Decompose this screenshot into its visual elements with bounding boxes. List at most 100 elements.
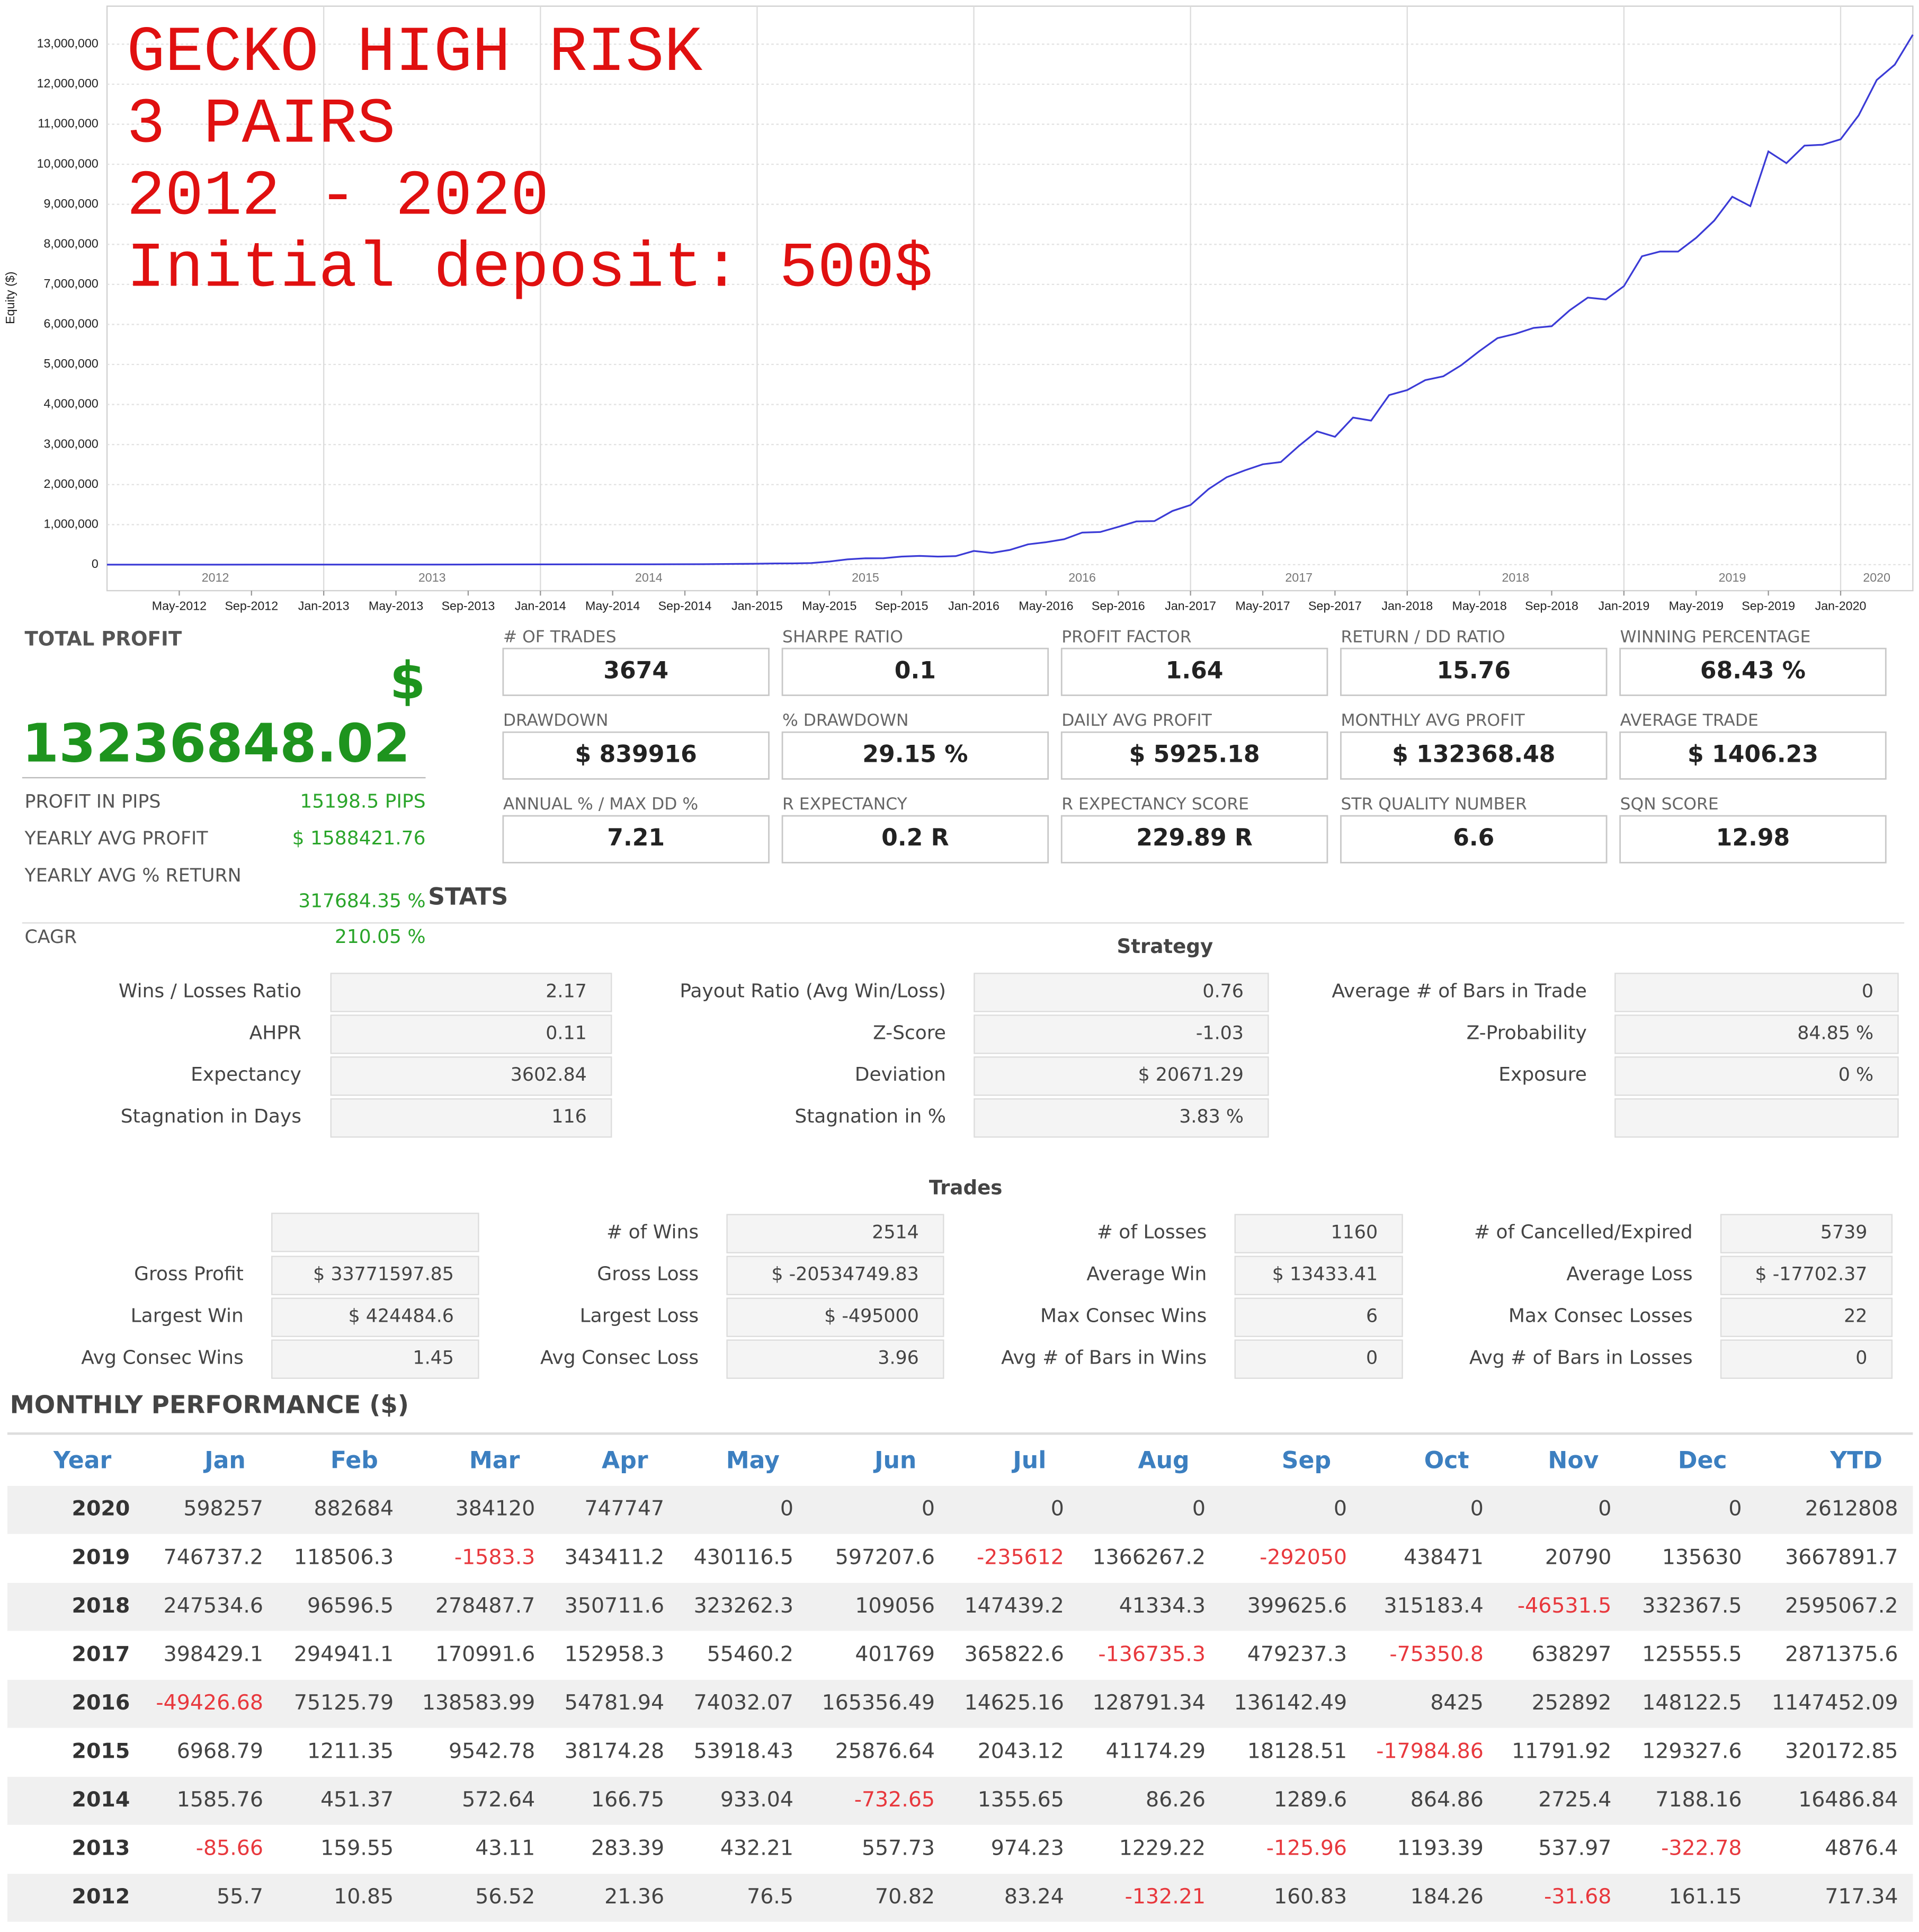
month-cell: 41174.29 [1106, 1739, 1206, 1763]
month-cell: -46531.5 [1518, 1593, 1611, 1618]
year-cell: 2019 [72, 1545, 130, 1569]
x-tick-label: May-2019 [1669, 599, 1724, 612]
metric-label: % DRAWDOWN [782, 711, 908, 730]
x-tick-label: Sep-2017 [1308, 599, 1362, 612]
metric-box [502, 731, 770, 780]
summary-value: $ 1588421.76 [292, 827, 426, 849]
trade-box [726, 1256, 944, 1295]
month-cell: 2595067.2 [1785, 1593, 1898, 1618]
x-tick-label: Jan-2016 [948, 599, 999, 612]
month-cell: 25876.64 [835, 1739, 935, 1763]
x-tick-label: Jan-2019 [1598, 599, 1649, 612]
trade-value: 1160 [1331, 1222, 1378, 1243]
month-cell: 148122.5 [1642, 1690, 1742, 1715]
month-cell: 6968.79 [177, 1739, 263, 1763]
year-label: 2019 [1719, 571, 1746, 584]
year-cell: 2020 [72, 1497, 130, 1521]
month-cell: 161.15 [1668, 1884, 1742, 1909]
trade-value: 5739 [1820, 1222, 1868, 1243]
month-cell: 343411.2 [565, 1545, 664, 1569]
metric-value: 0.1 [895, 657, 936, 684]
metric-value: 68.43 % [1700, 657, 1806, 684]
empty-box [1614, 1098, 1899, 1138]
x-tick-label: Sep-2012 [225, 599, 278, 612]
x-tick-label: Jan-2014 [515, 599, 566, 612]
trade-value: 0 [1855, 1348, 1867, 1369]
summary-title: TOTAL PROFIT [24, 627, 182, 650]
stat-value: -1.03 [1196, 1022, 1244, 1044]
month-cell: 323262.3 [694, 1593, 793, 1618]
month-cell: 350711.6 [565, 1593, 664, 1618]
stat-box [1614, 1056, 1899, 1096]
y-tick-label: 4,000,000 [44, 397, 99, 411]
strategy-title: Strategy [1117, 935, 1213, 958]
y-axis-label: Equity ($) [3, 271, 17, 324]
month-cell: 278487.7 [435, 1593, 535, 1618]
summary-value: 15198.5 PIPS [300, 791, 425, 813]
month-cell: 53918.43 [694, 1739, 793, 1763]
month-cell: 933.04 [720, 1787, 793, 1812]
row-band [7, 1582, 1913, 1631]
year-label: 2018 [1502, 571, 1530, 584]
metric-label: SQN SCORE [1620, 795, 1719, 814]
month-cell: 96596.5 [307, 1593, 394, 1618]
month-cell: 1211.35 [307, 1739, 394, 1763]
y-tick-label: 1,000,000 [44, 517, 99, 530]
month-cell: 129327.6 [1642, 1739, 1742, 1763]
year-label: 2020 [1863, 571, 1890, 584]
month-cell: -322.78 [1661, 1836, 1742, 1860]
month-cell: 138583.99 [422, 1690, 535, 1715]
month-cell: -125.96 [1266, 1836, 1347, 1860]
y-tick-label: 11,000,000 [38, 117, 98, 130]
month-cell: 1193.39 [1397, 1836, 1484, 1860]
year-cell: 2013 [72, 1836, 130, 1860]
trade-label: # of Cancelled/Expired [1474, 1222, 1693, 1243]
month-cell: 398429.1 [164, 1642, 263, 1666]
trade-box [726, 1339, 944, 1379]
month-cell: 147439.2 [965, 1593, 1064, 1618]
x-tick-label: May-2018 [1452, 599, 1507, 612]
trade-label: Max Consec Losses [1509, 1305, 1693, 1327]
stat-box [974, 973, 1269, 1012]
trade-value: $ 33771597.85 [313, 1264, 454, 1285]
metric-value: $ 132368.48 [1392, 741, 1555, 768]
month-cell: 315183.4 [1384, 1593, 1484, 1618]
month-cell: 0 [1470, 1497, 1484, 1521]
month-cell: -31.68 [1544, 1884, 1611, 1909]
x-tick-label: Jan-2017 [1165, 599, 1216, 612]
stat-box [1614, 973, 1899, 1012]
column-header: Year [53, 1447, 112, 1474]
y-tick-label: 9,000,000 [44, 197, 99, 210]
year-cell: 2017 [72, 1642, 130, 1666]
month-cell: 438471 [1404, 1545, 1484, 1569]
month-cell: 14625.16 [965, 1690, 1064, 1715]
metric-box [1060, 815, 1328, 863]
month-cell: -49426.68 [156, 1690, 263, 1715]
trade-value: 3.96 [878, 1348, 919, 1369]
trade-value: $ -17702.37 [1755, 1264, 1867, 1285]
trade-label: Avg Consec Wins [81, 1347, 244, 1369]
x-tick-label: Jan-2015 [731, 599, 783, 612]
month-cell: 1585.76 [177, 1787, 263, 1812]
month-cell: 9542.78 [449, 1739, 535, 1763]
month-cell: 1355.65 [978, 1787, 1064, 1812]
month-cell: 125555.5 [1642, 1642, 1742, 1666]
metric-box [502, 815, 770, 863]
month-cell: 21.36 [604, 1884, 664, 1909]
month-cell: 283.39 [591, 1836, 664, 1860]
metric-box [781, 647, 1049, 696]
stat-box [974, 1014, 1269, 1054]
trades-title: Trades [929, 1176, 1003, 1199]
trade-box [271, 1297, 479, 1337]
month-cell: 0 [780, 1497, 793, 1521]
month-cell: 572.64 [462, 1787, 535, 1812]
month-cell: 0 [922, 1497, 935, 1521]
month-cell: 432.21 [720, 1836, 793, 1860]
trade-box [271, 1256, 479, 1295]
column-header: May [726, 1447, 780, 1474]
month-cell: 0 [1598, 1497, 1611, 1521]
metric-value: 6.6 [1453, 824, 1494, 851]
metric-value: 7.21 [607, 824, 665, 851]
metric-value: 15.76 [1436, 657, 1511, 684]
